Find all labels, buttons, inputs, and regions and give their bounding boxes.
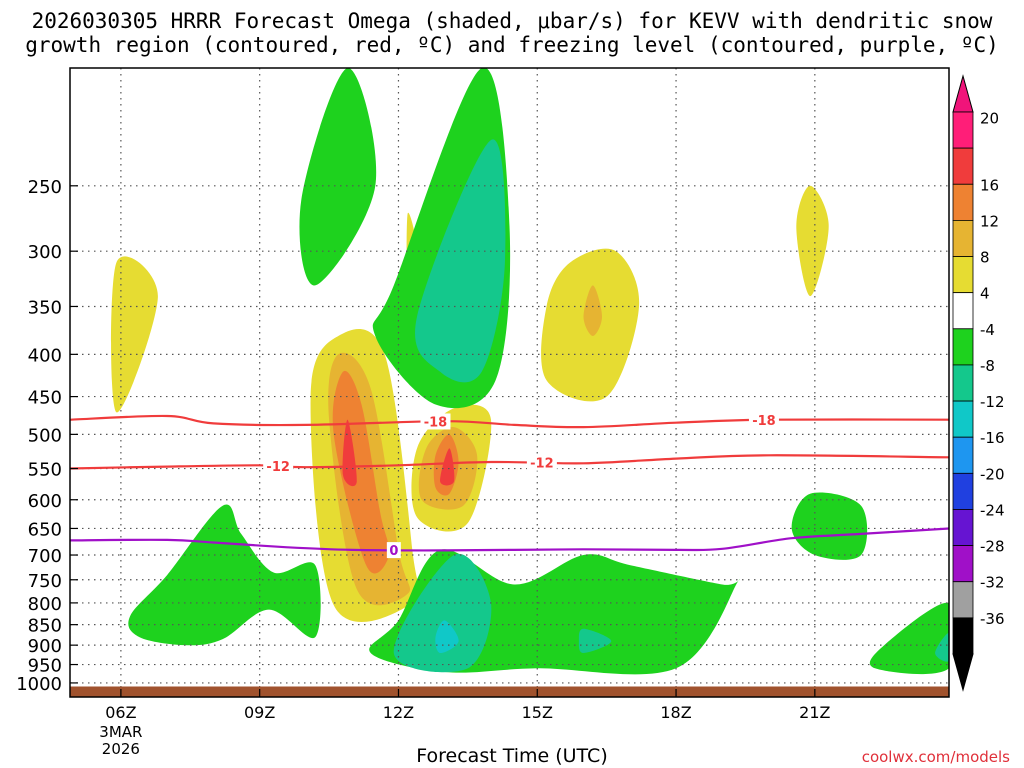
x-tick-label: 09Z [244, 703, 275, 722]
x-tick-label: 12Z [383, 703, 414, 722]
colorbar-label: 8 [980, 249, 990, 267]
y-tick-label: 1000 [16, 674, 62, 695]
y-tick-label: 350 [28, 297, 62, 318]
omega-region-16 [342, 419, 357, 487]
contour-label-bg [420, 413, 451, 430]
omega-region--12 [435, 620, 459, 654]
omega-region--8 [578, 628, 612, 653]
colorbar-swatch [952, 111, 974, 149]
colorbar-swatch [952, 292, 974, 330]
colorbar-swatch [952, 545, 974, 583]
colorbar-swatch [952, 183, 974, 221]
x-tick-label: 06Z [105, 703, 136, 722]
contour-line [70, 527, 949, 552]
colorbar-label: -32 [980, 574, 1005, 592]
colorbar-label: -4 [980, 321, 995, 339]
colorbar-swatch [952, 364, 974, 402]
omega-region-4 [796, 185, 829, 297]
contour-label-bg [386, 542, 401, 559]
x-tick-date-label: 3MAR [99, 723, 142, 741]
x-tick-label: 18Z [660, 703, 691, 722]
omega-region--4 [791, 492, 868, 560]
omega-region-4 [111, 256, 158, 413]
omega-region--4 [128, 504, 321, 646]
colorbar-label: -12 [980, 393, 1005, 411]
colorbar-label: 4 [980, 285, 990, 303]
contour-label-bg [748, 411, 779, 428]
colorbar-label: -36 [980, 610, 1005, 628]
contour-line [70, 454, 949, 470]
contour-label: -18 [424, 415, 448, 430]
colorbar-swatch [952, 147, 974, 185]
colorbar-swatch [952, 617, 974, 655]
colorbar-label: -16 [980, 429, 1005, 447]
y-tick-label: 300 [28, 242, 62, 263]
colorbar-label: -20 [980, 465, 1005, 483]
colorbar-label: -24 [980, 501, 1005, 519]
y-tick-label: 750 [28, 571, 62, 592]
colorbar-swatch [952, 509, 974, 547]
x-tick-label: 15Z [522, 703, 553, 722]
colorbar-label: -28 [980, 538, 1005, 556]
x-tick-date-label: 2026 [102, 740, 140, 758]
x-axis-label: Forecast Time (UTC) [416, 745, 608, 767]
colorbar-swatch [952, 400, 974, 438]
y-tick-label: 950 [28, 656, 62, 677]
x-tick-label: 21Z [799, 703, 830, 722]
colorbar-bottom-arrow [952, 653, 974, 692]
colorbar-label: 20 [980, 109, 999, 127]
chart-title-line-2: growth region (contoured, red, ºC) and f… [25, 33, 999, 57]
colorbar-swatch [952, 472, 974, 510]
y-tick-label: 600 [28, 491, 62, 512]
contour-label: -12 [266, 460, 290, 475]
chart-title-line-1: 2026030305 HRRR Forecast Omega (shaded, … [31, 9, 993, 33]
y-tick-label: 500 [28, 425, 62, 446]
y-tick-label: 400 [28, 345, 62, 366]
omega-region-8 [583, 285, 602, 336]
colorbar-label: 12 [980, 212, 999, 230]
y-tick-label: 250 [28, 177, 62, 198]
y-tick-label: 700 [28, 546, 62, 567]
contour-label: 0 [389, 544, 398, 559]
omega-region-16 [440, 448, 455, 486]
colorbar-swatch [952, 256, 974, 294]
colorbar-label: -8 [980, 357, 995, 375]
colorbar-swatch [952, 219, 974, 257]
terrain-fill [70, 686, 949, 697]
colorbar-swatch [952, 328, 974, 366]
contour-label-bg [263, 458, 294, 475]
contour-label: -18 [752, 414, 776, 429]
y-tick-label: 650 [28, 519, 62, 540]
omega-region--4 [869, 602, 949, 675]
y-tick-label: 900 [28, 636, 62, 657]
colorbar-swatch [952, 436, 974, 474]
omega-region--8 [415, 139, 506, 383]
contour-label: -12 [530, 457, 554, 472]
colorbar-top-arrow [952, 74, 974, 113]
y-tick-label: 550 [28, 460, 62, 481]
y-tick-label: 800 [28, 594, 62, 615]
plot-content: -18 -18 -12 -12 0 [70, 68, 949, 697]
plot-frame [69, 67, 950, 698]
omega-region--8 [393, 553, 492, 673]
y-tick-label: 450 [28, 388, 62, 409]
source-credit[interactable]: coolwx.com/models [861, 748, 1010, 766]
y-tick-label: 850 [28, 616, 62, 637]
omega-region--4 [299, 68, 377, 286]
contour-label-bg [526, 454, 557, 471]
colorbar-label: 16 [980, 176, 999, 194]
colorbar-swatch [952, 581, 974, 619]
omega-region--8 [935, 632, 949, 662]
